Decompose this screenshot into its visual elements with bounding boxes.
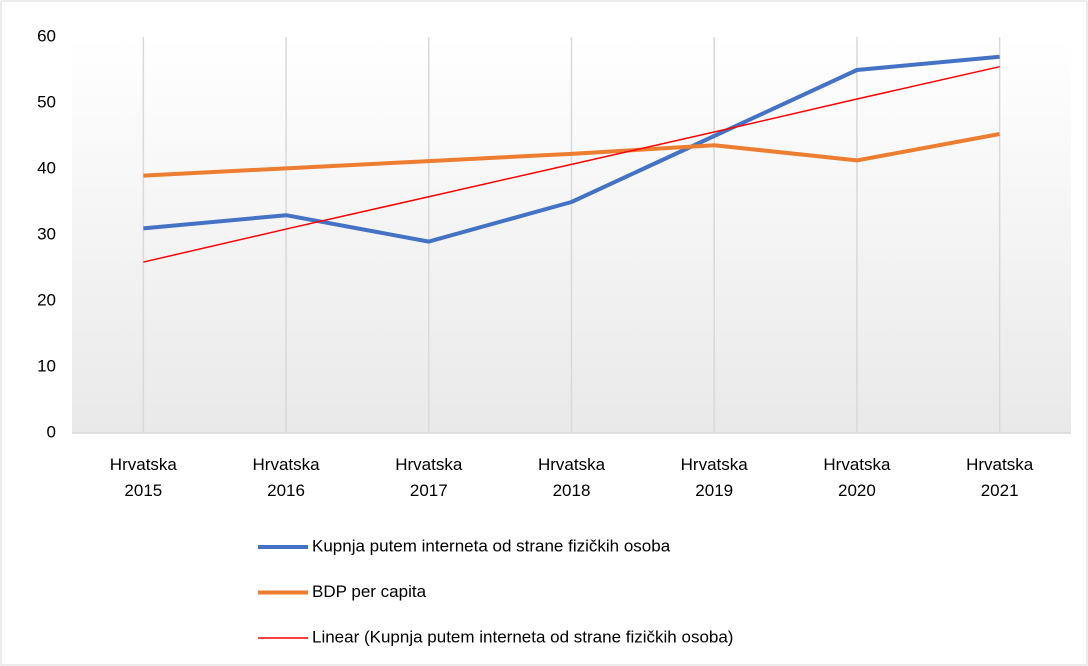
x-tick-label: Hrvatska 2018 bbox=[537, 455, 606, 500]
x-tick-label: Hrvatska 2019 bbox=[680, 455, 748, 500]
legend-label: Linear (Kupnja putem interneta od strane… bbox=[312, 627, 733, 646]
y-tick-label: 30 bbox=[37, 224, 56, 243]
y-tick-label: 10 bbox=[37, 356, 56, 375]
x-tick-label: Hrvatska 2021 bbox=[966, 455, 1034, 500]
series-line bbox=[143, 54, 1000, 244]
x-tick-label: Hrvatska 2016 bbox=[252, 455, 320, 500]
legend-label: Kupnja putem interneta od strane fizički… bbox=[312, 536, 671, 555]
x-tick-label: Hrvatska 2017 bbox=[395, 455, 463, 500]
series-line bbox=[143, 132, 1001, 178]
x-tick-label: Hrvatska 2020 bbox=[823, 455, 891, 500]
y-tick-label: 60 bbox=[37, 26, 56, 45]
y-tick-label: 20 bbox=[37, 290, 56, 309]
y-tick-label: 40 bbox=[37, 158, 56, 177]
y-tick-label: 0 bbox=[47, 422, 56, 441]
series-line bbox=[143, 65, 1000, 263]
legend-label: BDP per capita bbox=[312, 582, 427, 601]
x-tick-label: Hrvatska 2015 bbox=[109, 455, 177, 500]
y-tick-label: 50 bbox=[37, 92, 56, 111]
